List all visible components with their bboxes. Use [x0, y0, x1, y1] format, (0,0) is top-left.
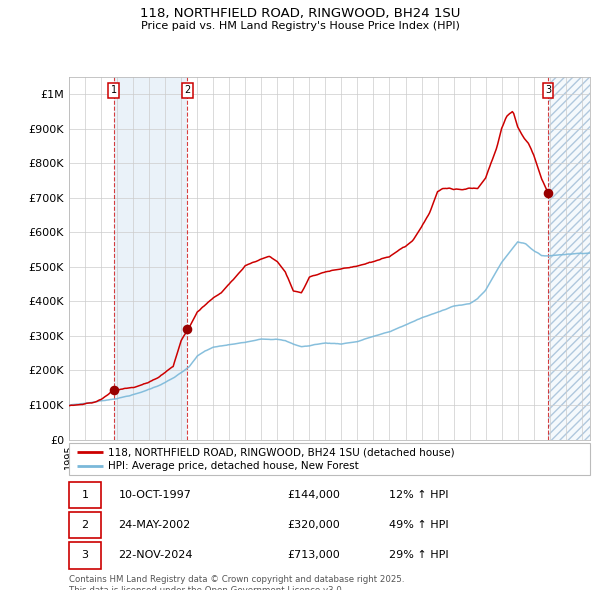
Text: 49% ↑ HPI: 49% ↑ HPI	[389, 520, 449, 530]
Point	[543, 188, 553, 198]
Text: HPI: Average price, detached house, New Forest: HPI: Average price, detached house, New …	[108, 461, 359, 471]
Text: £144,000: £144,000	[288, 490, 341, 500]
Text: 118, NORTHFIELD ROAD, RINGWOOD, BH24 1SU: 118, NORTHFIELD ROAD, RINGWOOD, BH24 1SU	[140, 7, 460, 20]
Text: 2: 2	[184, 86, 191, 96]
Bar	[548, 77, 590, 440]
Point	[182, 324, 192, 334]
Text: 1: 1	[110, 86, 116, 96]
Text: 24-MAY-2002: 24-MAY-2002	[118, 520, 191, 530]
Text: 118, NORTHFIELD ROAD, RINGWOOD, BH24 1SU (detached house): 118, NORTHFIELD ROAD, RINGWOOD, BH24 1SU…	[108, 447, 455, 457]
Bar	[69, 542, 101, 569]
Bar	[548, 77, 590, 440]
Text: Contains HM Land Registry data © Crown copyright and database right 2025.
This d: Contains HM Land Registry data © Crown c…	[69, 575, 404, 590]
Text: 3: 3	[82, 550, 89, 560]
Text: 2: 2	[82, 520, 89, 530]
Point	[109, 385, 118, 395]
Text: 1: 1	[82, 490, 89, 500]
Text: 12% ↑ HPI: 12% ↑ HPI	[389, 490, 449, 500]
Text: Price paid vs. HM Land Registry's House Price Index (HPI): Price paid vs. HM Land Registry's House …	[140, 21, 460, 31]
Text: 10-OCT-1997: 10-OCT-1997	[118, 490, 191, 500]
Text: 29% ↑ HPI: 29% ↑ HPI	[389, 550, 449, 560]
Text: £320,000: £320,000	[288, 520, 340, 530]
Text: 22-NOV-2024: 22-NOV-2024	[118, 550, 193, 560]
Text: 3: 3	[545, 86, 551, 96]
Bar	[69, 481, 101, 508]
Bar	[113, 77, 187, 440]
Bar	[69, 512, 101, 538]
Text: £713,000: £713,000	[288, 550, 340, 560]
